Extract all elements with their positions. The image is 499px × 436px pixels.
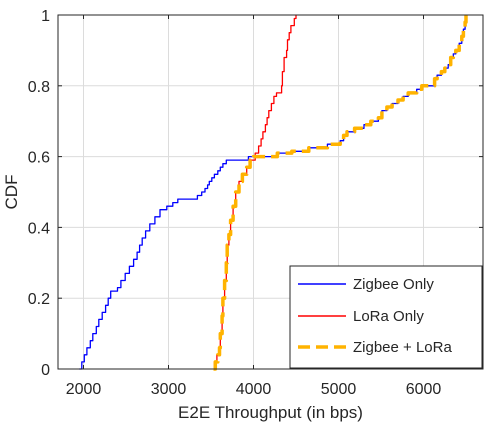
ticks: 2000 3000 4000 5000 6000 0 0.2 0.4 0.6 0.8 1 <box>28 8 483 398</box>
x-tick-label: 4000 <box>236 381 272 398</box>
legend: Zigbee Only LoRa Only Zigbee + LoRa <box>289 265 483 369</box>
x-tick-label: 2000 <box>66 381 102 398</box>
legend-label-2: Zigbee + LoRa <box>353 339 452 356</box>
y-axis-label: CDF <box>2 175 21 210</box>
legend-label-1: LoRa Only <box>353 308 424 325</box>
x-tick-label: 6000 <box>406 381 442 398</box>
series-lines <box>79 15 468 371</box>
y-tick-label: 0 <box>41 362 50 379</box>
x-tick-label: 3000 <box>151 381 187 398</box>
plot-frame <box>57 14 484 370</box>
y-tick-label: 0.8 <box>28 79 50 96</box>
legend-label-0: Zigbee Only <box>353 276 434 293</box>
x-tick-label: 5000 <box>321 381 357 398</box>
x-axis-label: E2E Throughput (in bps) <box>178 403 363 422</box>
series-line-2 <box>213 15 468 371</box>
y-tick-label: 1 <box>41 8 50 25</box>
y-tick-label: 0.2 <box>28 291 50 308</box>
legend-box <box>289 265 483 369</box>
y-tick-label: 0.6 <box>28 150 50 167</box>
y-tick-label: 0.4 <box>28 220 50 237</box>
